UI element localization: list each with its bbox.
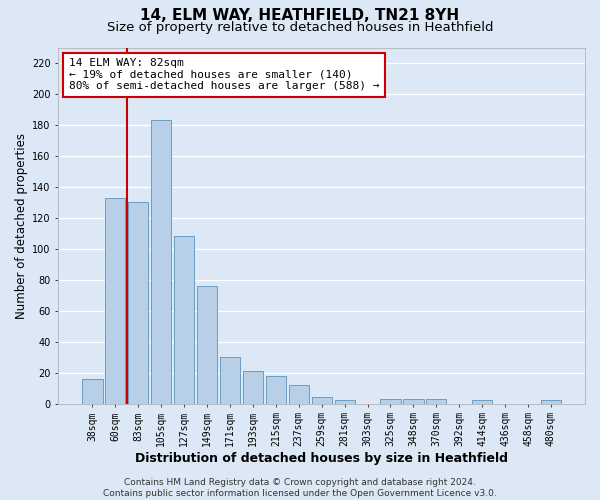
Bar (541, 400, 561, 404)
Bar (105, 198, 125, 404)
Bar (266, 376, 286, 404)
Text: Contains HM Land Registry data © Crown copyright and database right 2024.
Contai: Contains HM Land Registry data © Crown c… (103, 478, 497, 498)
Bar (151, 120, 172, 404)
Bar (197, 286, 217, 404)
Bar (174, 236, 194, 404)
Text: 14, ELM WAY, HEATHFIELD, TN21 8YH: 14, ELM WAY, HEATHFIELD, TN21 8YH (140, 8, 460, 22)
Bar (220, 357, 240, 404)
Bar (472, 400, 492, 404)
Text: Size of property relative to detached houses in Heathfield: Size of property relative to detached ho… (107, 21, 493, 34)
Bar (403, 399, 424, 404)
Bar (426, 399, 446, 404)
Bar (243, 371, 263, 404)
Bar (82, 379, 103, 404)
Bar (380, 399, 401, 404)
Bar (128, 202, 148, 404)
X-axis label: Distribution of detached houses by size in Heathfield: Distribution of detached houses by size … (135, 452, 508, 465)
Bar (311, 398, 332, 404)
Y-axis label: Number of detached properties: Number of detached properties (15, 132, 28, 318)
Bar (335, 400, 355, 404)
Text: 14 ELM WAY: 82sqm
← 19% of detached houses are smaller (140)
80% of semi-detache: 14 ELM WAY: 82sqm ← 19% of detached hous… (69, 58, 379, 92)
Bar (289, 385, 309, 404)
